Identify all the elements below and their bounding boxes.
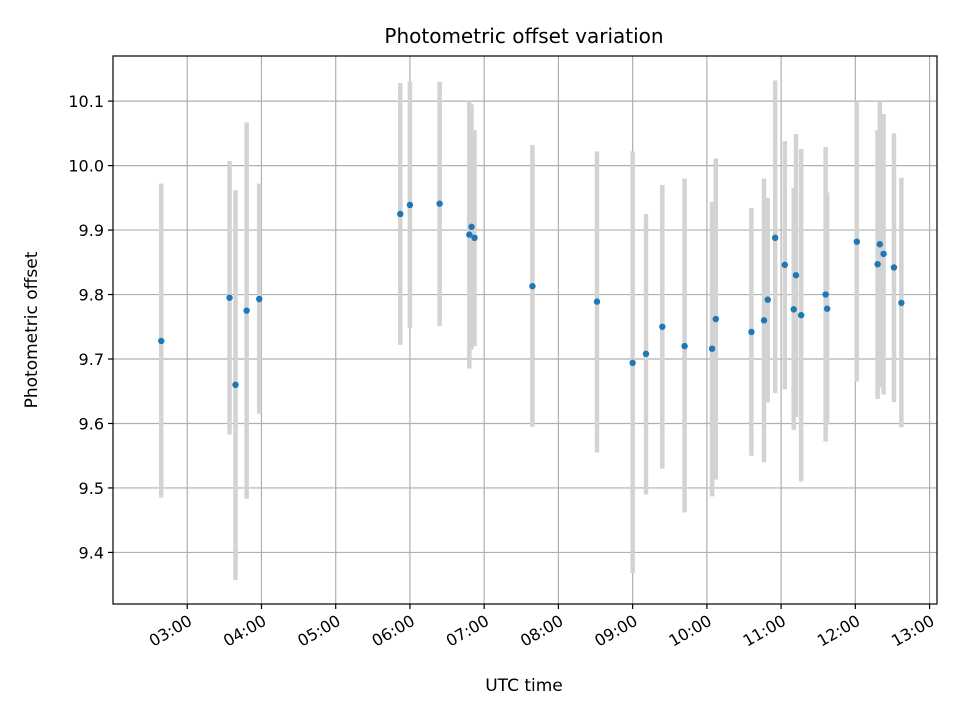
- y-tick-label: 9.5: [79, 479, 104, 498]
- chart-title: Photometric offset variation: [384, 24, 663, 48]
- data-point: [708, 345, 716, 352]
- y-axis-ticks: 9.4 9.5 9.6 9.7 9.8 9.9 10.0 10.1: [68, 92, 113, 562]
- data-point: [397, 210, 404, 218]
- y-tick-label: 9.9: [79, 221, 104, 240]
- y-tick-label: 10.1: [68, 92, 104, 111]
- y-tick-label: 9.6: [79, 414, 104, 433]
- data-point: [158, 337, 165, 345]
- data-point: [792, 272, 800, 279]
- data-point: [629, 359, 636, 367]
- data-point: [471, 234, 478, 242]
- data-point: [822, 291, 829, 298]
- data-point: [681, 342, 688, 350]
- data-point: [890, 264, 898, 271]
- data-point: [880, 250, 887, 258]
- data-point: [466, 231, 473, 238]
- data-point: [468, 223, 475, 231]
- data-point: [529, 282, 536, 290]
- y-tick-label: 9.4: [79, 543, 104, 562]
- data-point: [712, 315, 719, 323]
- data-point: [226, 294, 233, 301]
- plot-frame: [112, 55, 938, 605]
- data-point: [642, 350, 650, 358]
- data-point: [876, 241, 884, 248]
- data-point: [823, 305, 831, 312]
- y-tick-label: 10.0: [68, 157, 104, 176]
- data-point: [593, 298, 601, 305]
- data-point: [874, 261, 881, 268]
- data-point: [764, 296, 771, 303]
- data-point: [436, 200, 443, 207]
- data-point: [797, 311, 805, 319]
- data-point: [659, 323, 666, 330]
- data-point: [790, 306, 797, 313]
- y-axis-title: Photometric offset: [22, 251, 42, 408]
- data-point: [406, 201, 414, 209]
- data-point: [771, 234, 779, 242]
- data-point: [256, 295, 263, 303]
- x-axis-title: UTC time: [485, 676, 563, 696]
- data-point: [232, 381, 239, 388]
- data-point: [781, 261, 789, 269]
- data-point: [243, 307, 250, 314]
- y-tick-label: 9.8: [79, 286, 104, 305]
- data-points: [158, 200, 905, 388]
- data-point: [853, 238, 861, 245]
- data-point: [748, 328, 755, 336]
- data-point: [760, 317, 768, 324]
- data-point: [898, 299, 905, 307]
- y-tick-label: 9.7: [79, 350, 104, 369]
